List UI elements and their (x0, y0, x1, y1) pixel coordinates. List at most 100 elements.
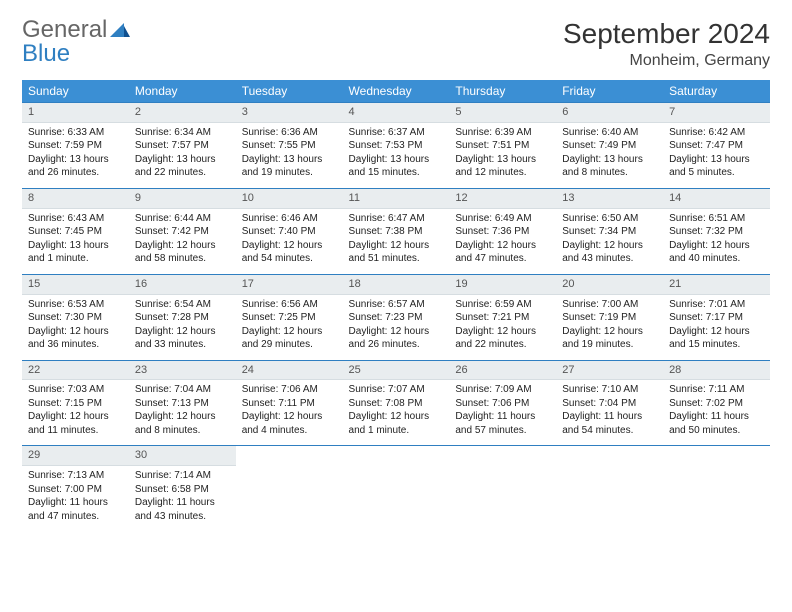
calendar-table: Sunday Monday Tuesday Wednesday Thursday… (22, 80, 770, 531)
day-number-cell: 24 (236, 360, 343, 380)
day-number: 18 (349, 278, 361, 290)
day-detail-cell: Sunrise: 7:09 AMSunset: 7:06 PMDaylight:… (449, 380, 556, 446)
day-number-cell: 6 (556, 103, 663, 123)
sunrise-text: Sunrise: 7:00 AM (562, 298, 657, 312)
day-detail-cell: Sunrise: 6:39 AMSunset: 7:51 PMDaylight:… (449, 122, 556, 188)
daylight-text: Daylight: 12 hours and 29 minutes. (242, 325, 337, 352)
daylight-text: Daylight: 12 hours and 11 minutes. (28, 410, 123, 437)
sunset-text: Sunset: 7:53 PM (349, 139, 444, 153)
daylight-text: Daylight: 13 hours and 15 minutes. (349, 153, 444, 180)
day-number-cell: 11 (343, 188, 450, 208)
sunset-text: Sunset: 7:40 PM (242, 225, 337, 239)
daylight-text: Daylight: 13 hours and 22 minutes. (135, 153, 230, 180)
sunset-text: Sunset: 7:42 PM (135, 225, 230, 239)
col-monday: Monday (129, 80, 236, 103)
sunrise-text: Sunrise: 6:50 AM (562, 212, 657, 226)
daylight-text: Daylight: 12 hours and 33 minutes. (135, 325, 230, 352)
daylight-text: Daylight: 11 hours and 47 minutes. (28, 496, 123, 523)
day-number: 21 (669, 278, 681, 290)
daylight-text: Daylight: 12 hours and 1 minute. (349, 410, 444, 437)
day-number: 5 (455, 106, 461, 118)
day-detail-cell (556, 466, 663, 532)
day-detail-cell (663, 466, 770, 532)
location: Monheim, Germany (563, 52, 770, 70)
sunset-text: Sunset: 7:59 PM (28, 139, 123, 153)
sunset-text: Sunset: 7:49 PM (562, 139, 657, 153)
daynum-row: 15161718192021 (22, 274, 770, 294)
daylight-text: Daylight: 13 hours and 1 minute. (28, 239, 123, 266)
day-number-cell: 26 (449, 360, 556, 380)
sunrise-text: Sunrise: 7:04 AM (135, 383, 230, 397)
day-number-cell: 5 (449, 103, 556, 123)
day-number-cell: 9 (129, 188, 236, 208)
sunrise-text: Sunrise: 7:09 AM (455, 383, 550, 397)
day-number: 19 (455, 278, 467, 290)
day-number: 22 (28, 364, 40, 376)
sunset-text: Sunset: 7:57 PM (135, 139, 230, 153)
sunset-text: Sunset: 7:06 PM (455, 397, 550, 411)
day-detail-cell: Sunrise: 6:42 AMSunset: 7:47 PMDaylight:… (663, 122, 770, 188)
col-thursday: Thursday (449, 80, 556, 103)
sunset-text: Sunset: 7:21 PM (455, 311, 550, 325)
page-title: September 2024 (563, 18, 770, 50)
day-number-cell: 14 (663, 188, 770, 208)
sunset-text: Sunset: 7:25 PM (242, 311, 337, 325)
sunrise-text: Sunrise: 7:07 AM (349, 383, 444, 397)
day-number-cell: 20 (556, 274, 663, 294)
day-number-cell: 30 (129, 446, 236, 466)
sunrise-text: Sunrise: 7:14 AM (135, 469, 230, 483)
weekday-header-row: Sunday Monday Tuesday Wednesday Thursday… (22, 80, 770, 103)
sunset-text: Sunset: 7:17 PM (669, 311, 764, 325)
daylight-text: Daylight: 11 hours and 43 minutes. (135, 496, 230, 523)
sunrise-text: Sunrise: 7:03 AM (28, 383, 123, 397)
day-number-cell: 12 (449, 188, 556, 208)
sunset-text: Sunset: 7:51 PM (455, 139, 550, 153)
day-detail-cell: Sunrise: 6:37 AMSunset: 7:53 PMDaylight:… (343, 122, 450, 188)
day-number: 3 (242, 106, 248, 118)
sunset-text: Sunset: 7:11 PM (242, 397, 337, 411)
daynum-row: 1234567 (22, 103, 770, 123)
day-number: 8 (28, 192, 34, 204)
daylight-text: Daylight: 13 hours and 5 minutes. (669, 153, 764, 180)
sunrise-text: Sunrise: 7:10 AM (562, 383, 657, 397)
day-number: 2 (135, 106, 141, 118)
day-number-cell: 7 (663, 103, 770, 123)
day-detail-cell: Sunrise: 6:59 AMSunset: 7:21 PMDaylight:… (449, 294, 556, 360)
day-detail-cell: Sunrise: 7:06 AMSunset: 7:11 PMDaylight:… (236, 380, 343, 446)
daylight-text: Daylight: 12 hours and 4 minutes. (242, 410, 337, 437)
day-detail-cell: Sunrise: 6:40 AMSunset: 7:49 PMDaylight:… (556, 122, 663, 188)
day-detail-cell: Sunrise: 6:51 AMSunset: 7:32 PMDaylight:… (663, 208, 770, 274)
daylight-text: Daylight: 12 hours and 26 minutes. (349, 325, 444, 352)
logo-word1: General (22, 16, 107, 43)
sunrise-text: Sunrise: 6:42 AM (669, 126, 764, 140)
detail-row: Sunrise: 6:53 AMSunset: 7:30 PMDaylight:… (22, 294, 770, 360)
day-number-cell: 16 (129, 274, 236, 294)
sunset-text: Sunset: 7:55 PM (242, 139, 337, 153)
day-detail-cell: Sunrise: 6:46 AMSunset: 7:40 PMDaylight:… (236, 208, 343, 274)
sunrise-text: Sunrise: 7:06 AM (242, 383, 337, 397)
day-number-cell: 17 (236, 274, 343, 294)
day-number-cell (236, 446, 343, 466)
day-number: 20 (562, 278, 574, 290)
daylight-text: Daylight: 13 hours and 12 minutes. (455, 153, 550, 180)
sunrise-text: Sunrise: 6:43 AM (28, 212, 123, 226)
daylight-text: Daylight: 12 hours and 15 minutes. (669, 325, 764, 352)
sunset-text: Sunset: 7:08 PM (349, 397, 444, 411)
daylight-text: Daylight: 12 hours and 36 minutes. (28, 325, 123, 352)
day-detail-cell: Sunrise: 6:44 AMSunset: 7:42 PMDaylight:… (129, 208, 236, 274)
sunrise-text: Sunrise: 6:34 AM (135, 126, 230, 140)
sunrise-text: Sunrise: 6:36 AM (242, 126, 337, 140)
day-detail-cell: Sunrise: 6:49 AMSunset: 7:36 PMDaylight:… (449, 208, 556, 274)
day-detail-cell (236, 466, 343, 532)
day-detail-cell: Sunrise: 7:11 AMSunset: 7:02 PMDaylight:… (663, 380, 770, 446)
sunrise-text: Sunrise: 6:51 AM (669, 212, 764, 226)
sunrise-text: Sunrise: 6:56 AM (242, 298, 337, 312)
day-detail-cell (343, 466, 450, 532)
day-number-cell: 25 (343, 360, 450, 380)
daylight-text: Daylight: 12 hours and 47 minutes. (455, 239, 550, 266)
sunset-text: Sunset: 7:32 PM (669, 225, 764, 239)
day-detail-cell: Sunrise: 7:04 AMSunset: 7:13 PMDaylight:… (129, 380, 236, 446)
sunset-text: Sunset: 7:36 PM (455, 225, 550, 239)
daylight-text: Daylight: 13 hours and 8 minutes. (562, 153, 657, 180)
day-number-cell: 13 (556, 188, 663, 208)
